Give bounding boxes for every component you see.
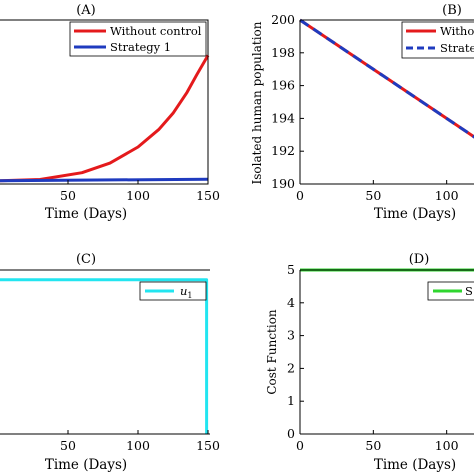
panel-b-legend-strategy: Strateg (440, 41, 474, 55)
panel-a-legend-box (69, 21, 207, 57)
panel-a-legend-strategy-1: Strategy 1 (110, 40, 171, 54)
panel-b-xtick-label: 100 (435, 188, 459, 203)
panel-b-legend: Witho Strateg (401, 21, 474, 59)
panel-b-ytick-label: 194 (271, 110, 295, 125)
panel-d-legend: S (427, 281, 474, 301)
panel-d-xtick-label: 0 (296, 438, 304, 453)
panel-a-series-1-line (0, 54, 210, 183)
panel-b-ytick-label: 198 (271, 45, 295, 60)
panel-a-xtick-label: 100 (126, 188, 150, 203)
panel-d-legend-label: S (465, 284, 473, 298)
panel-d-xlabel: Time (Days) (374, 457, 456, 473)
panel-c-title: (C) (76, 252, 96, 267)
panel-b-series-2-line (299, 18, 474, 139)
panel-a-xlabel: Time (Days) (45, 206, 127, 222)
panel-a-xtick-label: 50 (60, 188, 76, 203)
panel-c-xtick-label: 50 (60, 438, 76, 453)
panel-b-ytick-label: 190 (271, 176, 295, 191)
panel-d-ytick-label: 1 (287, 393, 295, 408)
panel-c-xtick-label: 100 (126, 438, 150, 453)
panel-b-ytick-label: 196 (271, 78, 295, 93)
panel-d-ytick-label: 4 (287, 295, 295, 310)
panel-d-title: (D) (409, 252, 430, 267)
panel-a-series-2-line (0, 177, 209, 183)
panel-a: (A) 50 100 150 Time (Days) Without control… (0, 3, 220, 222)
panel-d: (D) Cost Function 0 50 100 0 1 2 3 4 5 Time (Day… (265, 252, 474, 473)
panel-c-legend-u-subscript: 1 (187, 291, 192, 300)
panel-d-ylabel: Cost Function (265, 309, 279, 395)
panel-b: (B) Isolated human population 0 50 100 190 1… (250, 3, 474, 222)
panel-c-legend-u: u (180, 284, 187, 298)
panel-b-xlabel: Time (Days) (374, 206, 456, 222)
panel-b-legend-box (401, 21, 474, 59)
panel-d-xtick-label: 100 (435, 438, 459, 453)
panel-d-ytick-label: 2 (287, 360, 295, 375)
panel-a-axes-box (0, 19, 209, 185)
panel-c: (C) 50 100 150 Time (Days) u1 (0, 252, 220, 473)
panel-d-ytick-label: 3 (287, 328, 295, 343)
panel-a-title: (A) (76, 3, 96, 18)
panel-d-ytick-label: 5 (287, 262, 295, 277)
panel-b-legend-without: Witho (440, 24, 474, 38)
panel-c-legend: u1 (139, 281, 207, 301)
panel-c-xtick-label: 150 (196, 438, 220, 453)
panel-b-ytick-label: 192 (271, 143, 295, 158)
panel-b-ylabel: Isolated human population (250, 21, 264, 184)
panel-b-xtick-label: 50 (365, 188, 381, 203)
panel-c-legend-u1: u1 (180, 284, 193, 300)
panel-a-xtick-label: 150 (196, 188, 220, 203)
panel-d-xtick-label: 50 (365, 438, 381, 453)
panel-b-title: (B) (442, 3, 462, 18)
panel-b-xtick-label: 0 (296, 188, 304, 203)
panel-c-xlabel: Time (Days) (45, 457, 127, 473)
panel-b-ytick-label: 200 (271, 12, 295, 27)
panel-d-ytick-label: 0 (287, 426, 295, 441)
panel-a-legend-without-control: Without control (110, 24, 202, 38)
panel-a-legend: Without control Strategy 1 (69, 21, 207, 57)
panel-c-series-1-line (0, 278, 209, 434)
